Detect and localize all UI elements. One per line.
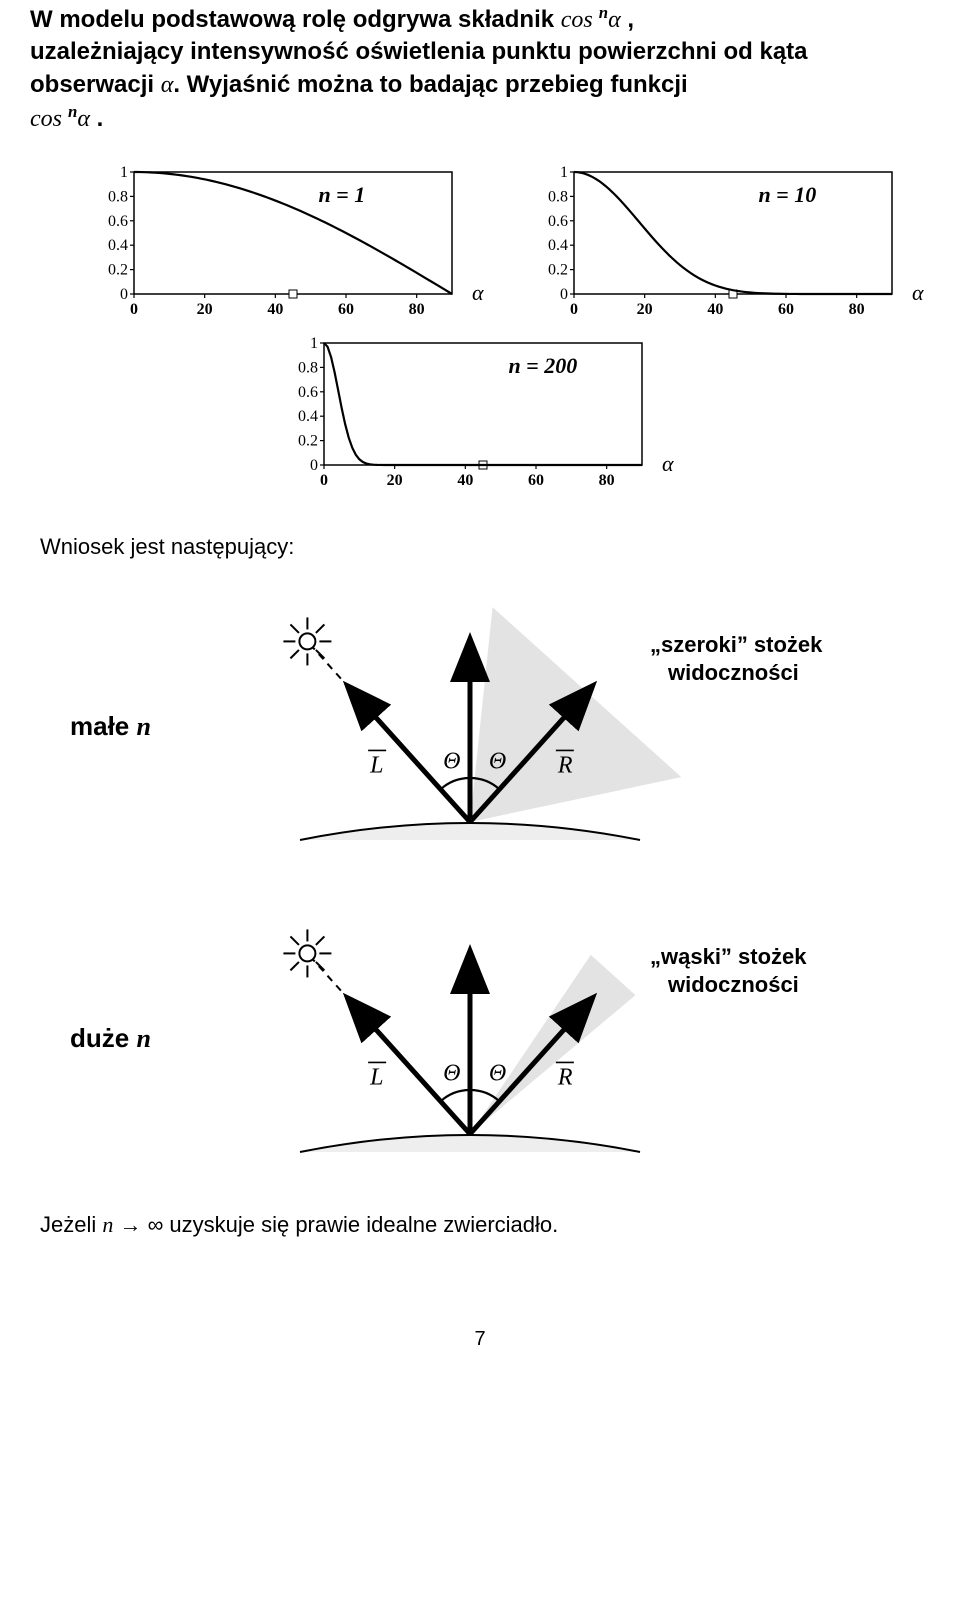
svg-text:0.4: 0.4 bbox=[298, 408, 318, 425]
heading-cos: cos bbox=[561, 7, 599, 33]
chart-n200: 0 0.2 0.4 0.6 0.8 1 0 20 40 60 80 α n = 200 bbox=[280, 333, 680, 498]
diagram-small-n-prefix: małe bbox=[70, 711, 137, 741]
diagram-small-n: małe n Θ Θ L R „szeroki” stożek widoczności bbox=[70, 582, 930, 872]
svg-text:0: 0 bbox=[560, 286, 568, 303]
diagram-large-n-prefix: duże bbox=[70, 1023, 136, 1053]
svg-text:0.2: 0.2 bbox=[298, 432, 318, 449]
diagram-large-n: duże n Θ Θ L R „wąski” stożek widoczności bbox=[70, 894, 930, 1184]
charts-row-2: 0 0.2 0.4 0.6 0.8 1 0 20 40 60 80 α n = 200 bbox=[30, 333, 930, 498]
heading-alpha-2: α bbox=[161, 72, 174, 98]
svg-text:1: 1 bbox=[120, 164, 128, 181]
svg-text:40: 40 bbox=[457, 472, 473, 489]
svg-text:Θ: Θ bbox=[443, 748, 460, 774]
svg-text:20: 20 bbox=[387, 472, 403, 489]
svg-text:0: 0 bbox=[570, 301, 578, 318]
heading-paragraph: W modelu podstawową rolę odgrywa składni… bbox=[30, 0, 930, 144]
svg-text:widoczności: widoczności bbox=[667, 660, 799, 685]
heading-alpha: α bbox=[608, 7, 621, 33]
svg-text:80: 80 bbox=[599, 472, 615, 489]
diagram-large-n-var: n bbox=[136, 1024, 150, 1053]
svg-text:L: L bbox=[369, 752, 383, 778]
diagram-small-n-var: n bbox=[137, 712, 151, 741]
svg-text:40: 40 bbox=[267, 301, 283, 318]
svg-text:40: 40 bbox=[707, 301, 723, 318]
svg-text:1: 1 bbox=[310, 335, 318, 352]
svg-text:60: 60 bbox=[778, 301, 794, 318]
svg-text:„szeroki” stożek: „szeroki” stożek bbox=[650, 632, 823, 657]
conclusion-text: Wniosek jest następujący: bbox=[40, 534, 930, 560]
svg-text:80: 80 bbox=[409, 301, 425, 318]
heading-cos-3: cos bbox=[30, 106, 68, 132]
diagram-svg-small-n: Θ Θ L R „szeroki” stożek widoczności bbox=[220, 582, 840, 872]
chart-n1: 0 0.2 0.4 0.6 0.8 1 0 20 40 60 80 α n = 1 bbox=[90, 162, 490, 327]
final-sentence: Jeżeli n → ∞ uzyskuje się prawie idealne… bbox=[40, 1212, 930, 1238]
svg-text:0: 0 bbox=[320, 472, 328, 489]
svg-text:60: 60 bbox=[338, 301, 354, 318]
svg-text:0.6: 0.6 bbox=[298, 383, 318, 400]
svg-text:Θ: Θ bbox=[489, 1060, 506, 1086]
heading-supn-3: n bbox=[68, 102, 77, 121]
svg-text:0.2: 0.2 bbox=[108, 261, 128, 278]
svg-text:widoczności: widoczności bbox=[667, 972, 799, 997]
charts-row-1: 0 0.2 0.4 0.6 0.8 1 0 20 40 60 80 α n = 1 0 0.2 0.4 0.6… bbox=[90, 162, 890, 327]
svg-text:Θ: Θ bbox=[489, 748, 506, 774]
svg-text:R: R bbox=[557, 752, 573, 778]
svg-text:0.8: 0.8 bbox=[298, 359, 318, 376]
diagram-large-n-label: duże n bbox=[70, 1023, 220, 1054]
svg-text:n = 1: n = 1 bbox=[318, 182, 365, 207]
svg-text:20: 20 bbox=[637, 301, 653, 318]
svg-text:0: 0 bbox=[120, 286, 128, 303]
svg-text:60: 60 bbox=[528, 472, 544, 489]
svg-text:1: 1 bbox=[560, 164, 568, 181]
svg-text:0: 0 bbox=[310, 457, 318, 474]
heading-text-1: W modelu podstawową rolę odgrywa składni… bbox=[30, 6, 561, 33]
page: W modelu podstawową rolę odgrywa składni… bbox=[0, 0, 960, 1411]
heading-text-2b: . Wyjaśnić można to badając przebieg fun… bbox=[173, 71, 687, 98]
svg-text:n = 200: n = 200 bbox=[508, 353, 577, 378]
diagram-small-n-label: małe n bbox=[70, 711, 220, 742]
heading-alpha-3: α bbox=[77, 106, 90, 132]
diagram-svg-large-n: Θ Θ L R „wąski” stożek widoczności bbox=[220, 894, 840, 1184]
svg-text:0.6: 0.6 bbox=[548, 212, 568, 229]
svg-text:L: L bbox=[369, 1064, 383, 1090]
svg-text:Θ: Θ bbox=[443, 1060, 460, 1086]
svg-text:n = 10: n = 10 bbox=[758, 182, 816, 207]
svg-text:0.8: 0.8 bbox=[548, 188, 568, 205]
svg-text:α: α bbox=[662, 451, 674, 476]
svg-text:0.6: 0.6 bbox=[108, 212, 128, 229]
final-prefix: Jeżeli bbox=[40, 1212, 102, 1237]
heading-sup-n: n bbox=[599, 3, 608, 22]
svg-text:0.8: 0.8 bbox=[108, 188, 128, 205]
svg-text:0.4: 0.4 bbox=[108, 237, 128, 254]
svg-text:„wąski” stożek: „wąski” stożek bbox=[650, 944, 807, 969]
svg-text:0.2: 0.2 bbox=[548, 261, 568, 278]
chart-n10: 0 0.2 0.4 0.6 0.8 1 0 20 40 60 80 α n = 10 bbox=[530, 162, 930, 327]
final-rest: → ∞ uzyskuje się prawie idealne zwiercia… bbox=[113, 1212, 558, 1237]
chart-svg-n10: 0 0.2 0.4 0.6 0.8 1 0 20 40 60 80 α n = 10 bbox=[530, 162, 930, 322]
svg-text:α: α bbox=[912, 280, 924, 305]
svg-text:0.4: 0.4 bbox=[548, 237, 568, 254]
final-nvar: n bbox=[102, 1212, 113, 1237]
svg-text:20: 20 bbox=[197, 301, 213, 318]
page-number: 7 bbox=[30, 1328, 930, 1351]
heading-text-1b: , bbox=[621, 6, 634, 33]
svg-text:α: α bbox=[472, 280, 484, 305]
chart-svg-n200: 0 0.2 0.4 0.6 0.8 1 0 20 40 60 80 α n = 200 bbox=[280, 333, 680, 493]
chart-svg-n1: 0 0.2 0.4 0.6 0.8 1 0 20 40 60 80 α n = 1 bbox=[90, 162, 490, 322]
svg-text:R: R bbox=[557, 1064, 573, 1090]
heading-dot-3: . bbox=[90, 105, 103, 132]
svg-text:0: 0 bbox=[130, 301, 138, 318]
svg-text:80: 80 bbox=[849, 301, 865, 318]
